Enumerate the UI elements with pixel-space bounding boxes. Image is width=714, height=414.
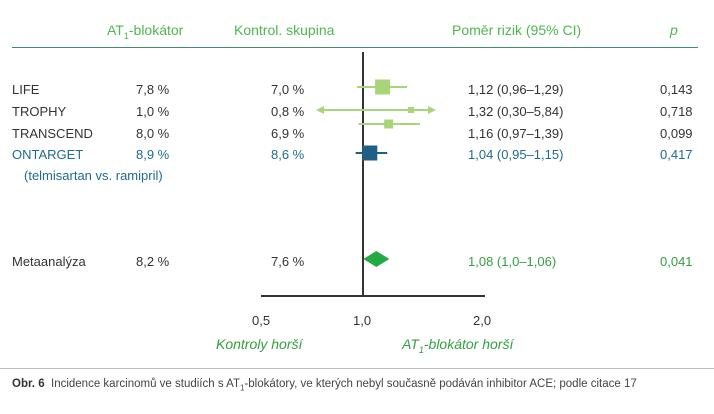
tick-label-0-5: 0,5: [252, 313, 271, 328]
row-at1-life: 7,8 %: [136, 82, 170, 97]
row-at1-transcend: 8,0 %: [136, 126, 170, 141]
row-name-trophy: TROPHY: [12, 104, 67, 119]
row-p-life: 0,143: [660, 82, 693, 97]
row-p-trophy: 0,718: [660, 104, 693, 119]
row-p-transcend: 0,099: [660, 126, 693, 141]
caption-rule: [0, 368, 714, 369]
label-control-worse: Kontroly horší: [216, 336, 303, 352]
meta-hr: 1,08 (1,0–1,06): [468, 254, 557, 269]
figure-caption: Obr. 6 Incidence karcinomů ve studiích s…: [12, 378, 637, 393]
row-hr-transcend: 1,16 (0,97–1,39): [468, 126, 564, 141]
label-at1-worse: AT1-blokátor horší: [402, 336, 514, 355]
ci-arrow-left-trophy: [316, 106, 324, 114]
pooled-diamond: [363, 251, 390, 267]
row-name-ontarget: ONTARGET: [12, 147, 84, 162]
row-hr-trophy: 1,32 (0,30–5,84): [468, 104, 564, 119]
tick-label-1-0: 1,0: [353, 313, 372, 328]
point-estimate-life: [375, 79, 391, 95]
header-at1: AT1-blokátor: [107, 22, 184, 41]
row-p-ontarget: 0,417: [660, 147, 693, 162]
header-rule: [12, 47, 698, 48]
row-hr-ontarget: 1,04 (0,95–1,15): [468, 147, 564, 162]
meta-control: 7,6 %: [271, 254, 305, 269]
row-hr-life: 1,12 (0,96–1,29): [468, 82, 564, 97]
point-estimate-trophy: [408, 107, 415, 113]
meta-at1: 8,2 %: [136, 254, 170, 269]
header-control: Kontrol. skupina: [234, 22, 335, 38]
tick-label-2-0: 2,0: [473, 313, 492, 328]
point-estimate-transcend: [384, 119, 394, 129]
meta-p: 0,041: [660, 254, 693, 269]
row-at1-trophy: 1,0 %: [136, 104, 170, 119]
meta-name: Metaanalýza: [12, 254, 86, 269]
row-at1-ontarget: 8,9 %: [136, 147, 170, 162]
ci-arrow-right-trophy: [428, 106, 436, 114]
row-control-transcend: 6,9 %: [271, 126, 305, 141]
ontarget-note: (telmisartan vs. ramipril): [24, 168, 163, 183]
row-name-transcend: TRANSCEND: [12, 126, 93, 141]
row-control-ontarget: 8,6 %: [271, 147, 305, 162]
row-name-life: LIFE: [12, 82, 40, 97]
header-hazard-ratio: Poměr rizik (95% CI): [452, 22, 582, 38]
caption-label: Obr. 6: [12, 378, 45, 390]
point-estimate-ontarget: [362, 145, 378, 161]
row-control-trophy: 0,8 %: [271, 104, 305, 119]
row-control-life: 7,0 %: [271, 82, 305, 97]
header-p: p: [670, 22, 678, 38]
